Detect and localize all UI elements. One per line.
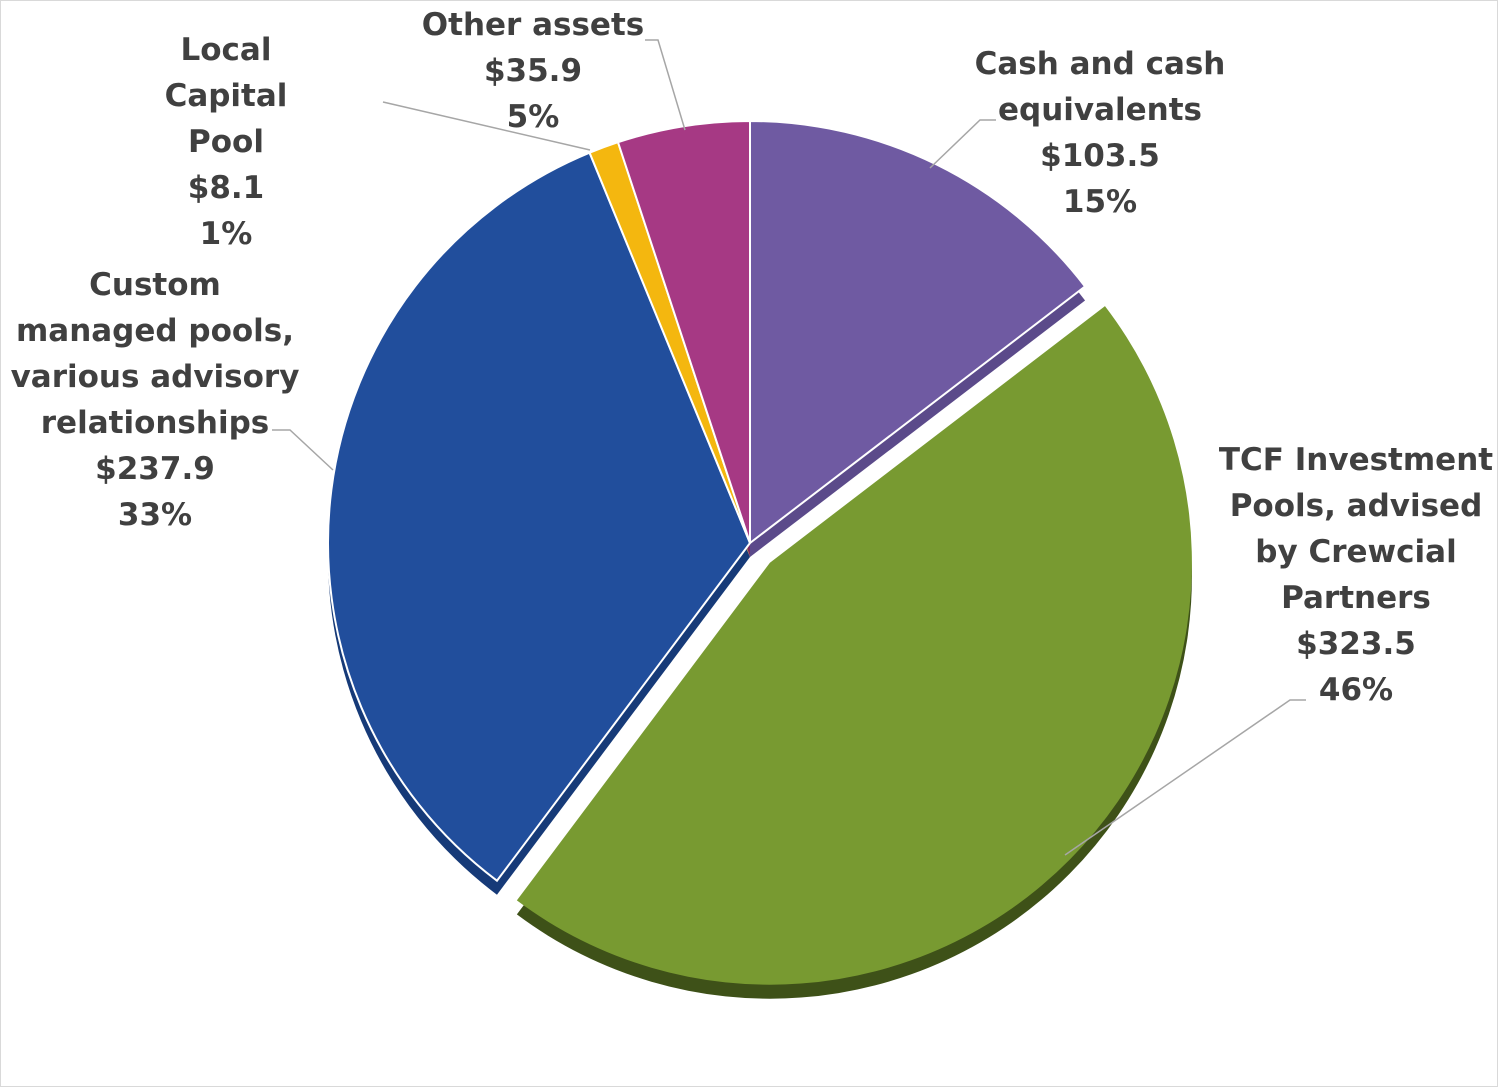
data-label-custom-managed-pools-various-advisory-relationships: Custom managed pools, various advisory rela… — [11, 267, 300, 533]
leader-line-tcf-investment-pools-advised-by-crewcial-partners — [1064, 699, 1306, 856]
data-label-value: $8.1 — [188, 170, 265, 206]
data-label-name-line: by Crewcial — [1255, 534, 1456, 570]
data-label-other-assets: Other assets $35.9 5% — [422, 7, 644, 135]
data-label-name-line: Cash and cash — [975, 46, 1226, 82]
pie-slice-custom-managed-pools-various-advisory-relationships[interactable] — [327, 151, 752, 883]
leader-line-custom-managed-pools-various-advisory-relationships — [272, 429, 334, 471]
data-label-name-line: various advisory — [11, 359, 300, 395]
leader-line-local-capital-pool — [382, 101, 591, 151]
data-label-name-line: managed pools, — [16, 313, 294, 349]
data-label-name-line: Custom — [89, 267, 221, 303]
data-label-value: $103.5 — [1040, 138, 1160, 174]
data-label-name-line: TCF Investment — [1219, 442, 1493, 478]
data-label-tcf-investment-pools-advised-by-crewcial-partners: TCF Investment Pools, advised by Crewcial P… — [1219, 442, 1493, 708]
data-label-local-capital-pool: Local Capital Pool $8.1 1% — [165, 32, 288, 252]
leader-line-other-assets — [645, 39, 686, 131]
data-label-name-line: Local — [181, 32, 272, 68]
data-label-value: $237.9 — [95, 451, 215, 487]
data-label-name-line: relationships — [41, 405, 269, 441]
data-label-name-line: Pool — [188, 124, 264, 160]
data-label-percent: 15% — [1063, 184, 1137, 220]
data-label-name-line: equivalents — [998, 92, 1202, 128]
data-label-value: $323.5 — [1296, 626, 1416, 662]
pie-slice-tcf-investment-pools-advised-by-crewcial-partners[interactable] — [516, 306, 1192, 985]
data-label-cash-and-cash-equivalents: Cash and cash equivalents $103.5 15% — [975, 46, 1226, 220]
pie-slice-cash-and-cash-equivalents[interactable] — [749, 119, 1087, 546]
data-label-name-line: Partners — [1281, 580, 1431, 616]
data-label-percent: 5% — [507, 99, 560, 135]
data-label-name-line: Other assets — [422, 7, 644, 43]
data-label-name-line: Capital — [165, 78, 288, 114]
data-label-percent: 1% — [200, 216, 253, 252]
data-label-percent: 33% — [118, 497, 192, 533]
data-label-percent: 46% — [1319, 672, 1393, 708]
leader-line-cash-and-cash-equivalents — [929, 119, 996, 169]
data-label-name-line: Pools, advised — [1230, 488, 1483, 524]
data-label-value: $35.9 — [484, 53, 582, 89]
